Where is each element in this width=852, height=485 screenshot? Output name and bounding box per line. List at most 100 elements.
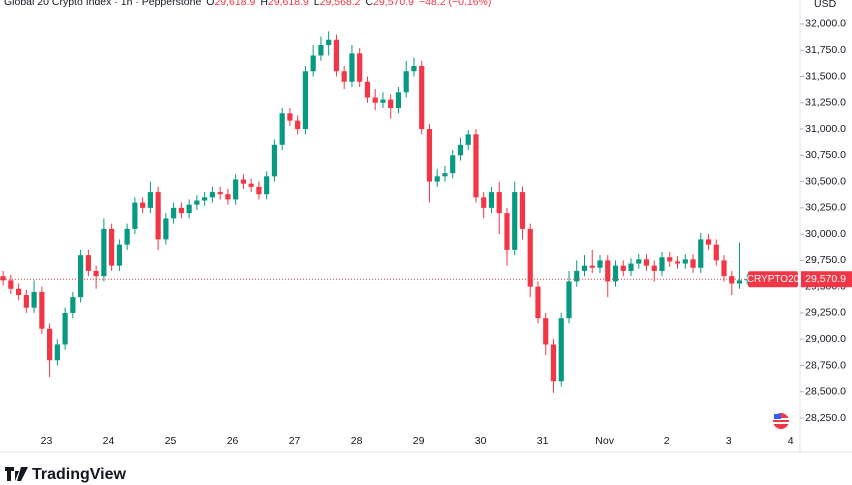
y-tick-label: 31,250.0 [805,97,846,109]
header-value: 29,570.9 [373,0,414,8]
candle-body [419,65,425,130]
candle-body [132,202,138,229]
header-key: O [206,0,214,8]
candle-body [473,134,479,198]
candle-body [682,259,688,264]
candle-body [380,99,386,103]
candle-body [85,255,91,271]
header-title: Global 20 Crypto Index · 1h · Pepperston… [4,0,201,8]
price-tag-label: 29,570.9 [805,273,846,285]
candle-body [109,228,115,266]
candle-body [93,270,99,277]
candle-body [310,55,316,72]
candle-body [496,192,502,214]
candle-body [698,239,704,268]
candle-body [465,134,471,145]
candle-body [519,192,526,229]
brand-name: TradingView [32,466,127,483]
flag-icon [773,413,789,429]
candle-body [434,176,440,182]
header-value: 29,618.9 [268,0,309,8]
candle-body [62,312,68,345]
x-tick-label: 27 [289,435,301,447]
candle-body [651,265,657,271]
candle-body [442,173,448,177]
candle-body [736,280,743,284]
candle-body [326,39,332,45]
candle-body [233,179,239,200]
candle-body [527,228,533,287]
price-tag [801,271,852,288]
candle-body [426,129,433,182]
y-tick-label: 31,750.0 [805,44,846,56]
y-tick-label: 28,750.0 [805,359,846,371]
header-value: 29,568.2 [320,0,361,8]
candle-body [302,71,309,130]
candle-body [256,186,262,195]
x-tick-label: 25 [165,435,177,447]
x-tick-label: 31 [537,435,549,447]
y-tick-label: 30,000.0 [805,228,846,240]
x-tick-label: 3 [726,435,732,447]
y-tick-label: 28,250.0 [805,412,846,424]
candle-body [535,286,541,319]
y-tick-label: 31,000.0 [805,123,846,135]
candle-body [597,260,603,268]
candle-body [550,344,557,382]
y-tick-label: 30,750.0 [805,149,846,161]
candle-body [39,291,45,329]
header-value: 29,618.9 [214,0,255,8]
header-key: H [260,0,268,8]
x-tick-label: 30 [475,435,487,447]
candle-body [705,239,712,245]
candle-body [388,99,394,109]
candle-body [23,295,29,308]
candle-body [8,280,14,289]
candle-body [295,120,301,130]
candle-body [209,192,216,198]
candle-body [171,207,177,219]
y-tick-label: 29,000.0 [805,333,846,345]
candle-body [566,281,572,319]
candle-body [612,265,619,282]
candle-body [54,344,60,361]
candle-body [349,53,355,82]
candle-body [124,228,130,245]
candle-body [16,288,22,296]
candle-body [581,265,588,271]
x-tick-label: Nov [595,435,614,447]
candle-body [78,255,84,298]
candle-body [690,259,696,268]
candle-body [372,97,378,103]
candle-body [101,228,107,277]
candle-body [163,218,169,240]
candle-body [628,263,634,271]
candle-body [558,318,564,382]
candle-body [0,276,6,281]
candle-body [70,297,76,313]
chart-header: Global 20 Crypto Index · 1h · Pepperston… [4,0,491,8]
candle-body [667,257,673,262]
y-tick-label: 29,250.0 [805,307,846,319]
y-tick-label: 30,250.0 [805,202,846,214]
candle-body [248,183,254,187]
candle-body [155,192,161,240]
candle-body [589,265,595,268]
symbol-tag [748,271,798,288]
candle-body [116,244,122,266]
candle-body [411,65,417,72]
candle-body [574,270,580,282]
candle-body [659,257,665,271]
candle-body [264,176,270,195]
candle-body [729,276,735,284]
candle-body [543,318,549,345]
x-tick-label: 4 [788,435,794,447]
y-tick-label: 32,000.0 [805,18,846,30]
candle-body [713,244,719,261]
x-tick-label: 23 [41,435,53,447]
candle-body [357,53,363,82]
candle-body [674,261,681,264]
candle-body [140,202,146,208]
candle-body [31,291,37,308]
